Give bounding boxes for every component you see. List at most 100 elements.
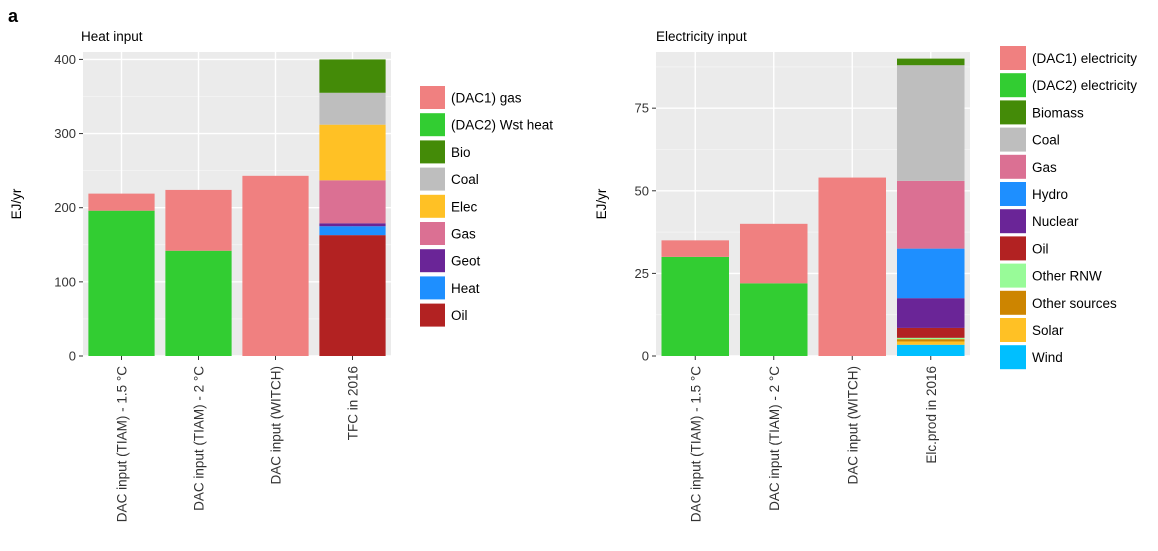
bar-segment-coal: [896, 65, 965, 181]
legend-swatch: [420, 303, 445, 327]
legend-item-dac2-wst-heat: (DAC2) Wst heat: [420, 113, 553, 137]
bar-segment-elec: [319, 124, 386, 181]
bar-segment-gas: [319, 180, 386, 224]
y-axis-label: EJ/yr: [594, 188, 609, 219]
legend-swatch: [420, 86, 445, 109]
legend-label: Wind: [1032, 350, 1063, 365]
legend-item-biomass: Biomass: [1000, 100, 1084, 125]
legend-swatch: [1000, 318, 1026, 342]
bar-segment-oil: [896, 327, 965, 338]
legend-item-other-sources: Other sources: [1000, 290, 1117, 315]
legend-label: Other sources: [1032, 296, 1117, 311]
bar-segment-geot: [319, 223, 386, 227]
legend-swatch: [420, 194, 445, 218]
legend-label: Heat: [451, 281, 480, 296]
legend-label: Geot: [451, 254, 481, 269]
chart-title: Electricity input: [656, 29, 747, 44]
legend-label: Other RNW: [1032, 269, 1102, 284]
bar-segment-dac2-wst-heat: [165, 250, 232, 356]
legend-swatch: [420, 140, 445, 164]
chart-title: Heat input: [81, 29, 143, 44]
legend-swatch: [1000, 290, 1026, 315]
x-tick-label: Elc.prod in 2016: [924, 366, 939, 464]
legend-item-heat: Heat: [420, 276, 480, 300]
legend-label: Gas: [451, 227, 476, 242]
x-tick-label: TFC in 2016: [346, 366, 361, 440]
legend-item-nuclear: Nuclear: [1000, 209, 1079, 234]
legend-label: Gas: [1032, 160, 1057, 175]
bar-segment-biomass: [896, 58, 965, 66]
legend-swatch: [1000, 73, 1026, 98]
y-tick-label: 400: [54, 52, 76, 67]
y-axis-label: EJ/yr: [9, 188, 24, 219]
legend-item-oil: Oil: [1000, 236, 1049, 261]
legend-label: Elec: [451, 199, 478, 214]
legend-label: Solar: [1032, 323, 1064, 338]
bar-segment-dac2-electricity: [739, 283, 808, 356]
legend-label: Hydro: [1032, 187, 1068, 202]
legend-label: (DAC1) gas: [451, 91, 522, 106]
x-tick-label: DAC input (WITCH): [845, 366, 860, 485]
legend-swatch: [1000, 263, 1026, 288]
x-tick-label: DAC input (TIAM) - 2 °C: [192, 366, 207, 511]
legend-label: Biomass: [1032, 105, 1084, 120]
legend-swatch: [1000, 345, 1026, 370]
legend-item-coal: Coal: [1000, 127, 1060, 152]
legend-swatch: [1000, 209, 1026, 234]
legend-item-wind: Wind: [1000, 345, 1063, 370]
bar-segment-nuclear: [896, 298, 965, 328]
legend-item-oil: Oil: [420, 303, 468, 327]
bar-segment-dac1-gas: [242, 175, 309, 356]
electricity-input-chart: 0 25 50 75 DAC input (TIAM) - 1.5 °C DAC inpu…: [594, 29, 1137, 522]
bar-segment-hydro: [896, 248, 965, 299]
legend-item-coal: Coal: [420, 167, 479, 191]
legend-swatch: [1000, 182, 1026, 206]
legend-item-elec: Elec: [420, 194, 478, 218]
legend-item-dac1-gas: (DAC1) gas: [420, 86, 522, 109]
bar-segment-dac1-electricity: [818, 177, 887, 356]
heat-input-chart: 0 100 200 300 400 DAC input (TIAM) - 1.5 °C DA…: [9, 29, 553, 522]
legend-item-hydro: Hydro: [1000, 182, 1068, 206]
x-tick-label: DAC input (TIAM) - 1.5 °C: [115, 366, 130, 522]
legend-item-bio: Bio: [420, 140, 471, 164]
bar-segment-other-rnw: [896, 337, 965, 340]
legend-item-geot: Geot: [420, 249, 481, 273]
legend-swatch: [1000, 236, 1026, 261]
legend-swatch: [420, 167, 445, 191]
legend-swatch: [420, 249, 445, 273]
y-tick-label: 200: [54, 200, 76, 215]
x-tick-label: DAC input (TIAM) - 1.5 °C: [688, 366, 703, 522]
legend-swatch: [1000, 127, 1026, 152]
bar-segment-other-sources: [896, 339, 965, 342]
panel-label: a: [8, 6, 19, 26]
legend-label: (DAC1) electricity: [1032, 51, 1137, 66]
y-tick-label: 75: [635, 101, 649, 116]
legend-label: (DAC2) Wst heat: [451, 118, 553, 133]
legend-label: Bio: [451, 145, 471, 160]
x-tick-label: DAC input (TIAM) - 2 °C: [767, 366, 782, 511]
legend-swatch: [1000, 154, 1026, 179]
bar-segment-coal: [319, 92, 386, 125]
bar-segment-wind: [896, 344, 965, 356]
bar-segment-dac2-electricity: [661, 256, 730, 356]
legend-item-gas: Gas: [1000, 154, 1057, 179]
legend-label: Coal: [451, 172, 479, 187]
bar-segment-dac1-electricity: [739, 223, 808, 284]
legend-swatch: [1000, 46, 1026, 70]
y-tick-label: 50: [635, 183, 649, 198]
bar-segment-oil: [319, 235, 386, 356]
legend-label: Coal: [1032, 133, 1060, 148]
legend-item-other-rnw: Other RNW: [1000, 263, 1102, 288]
bar-segment-solar: [896, 341, 965, 345]
bar-segment-gas: [896, 180, 965, 249]
y-tick-label: 300: [54, 126, 76, 141]
legend-item-gas: Gas: [420, 222, 476, 245]
legend-label: Oil: [1032, 241, 1049, 256]
y-tick-label: 100: [54, 274, 76, 289]
legend-label: Oil: [451, 308, 468, 323]
legend-swatch: [420, 113, 445, 137]
y-tick-label: 0: [69, 349, 76, 364]
y-tick-label: 25: [635, 266, 649, 281]
bar-segment-dac1-electricity: [661, 240, 730, 257]
